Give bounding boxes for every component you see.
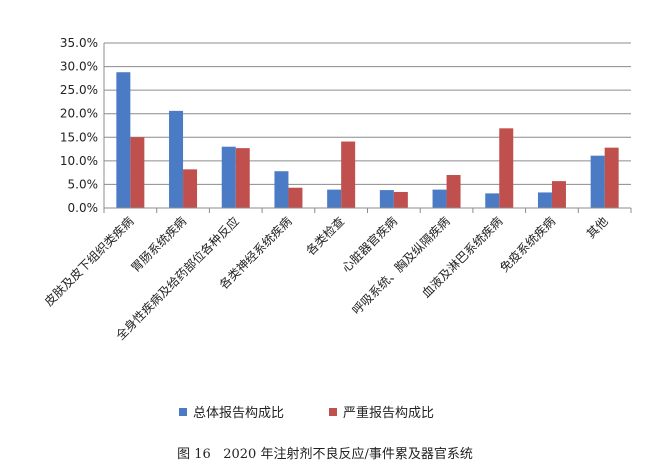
bar-serious [183, 169, 198, 208]
bar-total [537, 192, 552, 208]
legend-swatch-total [179, 408, 187, 416]
bar-serious [130, 137, 145, 208]
legend-label-total: 总体报告构成比 [193, 406, 284, 421]
bar-serious [551, 181, 566, 208]
bar-total [169, 110, 184, 208]
bar-total [221, 146, 236, 208]
y-axis-ticks: 0.0% 5.0% 10.0% 15.0% 20.0% 25.0% 30.0% 35.0% [60, 36, 98, 215]
bar-total [274, 171, 289, 208]
bar-total [327, 189, 342, 208]
y-tick-label: 35.0% [60, 36, 98, 50]
y-tick-label: 15.0% [60, 130, 98, 144]
x-tick-label: 各类检查 [303, 214, 348, 259]
bar-serious [446, 175, 461, 208]
y-tick-label: 5.0% [68, 177, 99, 191]
bar-total [485, 193, 500, 208]
bar-total [116, 72, 131, 208]
axes [103, 43, 632, 213]
bar-serious [393, 191, 408, 208]
bar-serious [499, 128, 514, 208]
bar-serious [604, 147, 619, 208]
bar-serious [288, 187, 303, 208]
bar-total [590, 155, 605, 208]
y-tick-label: 20.0% [60, 107, 98, 121]
bar-total [379, 190, 394, 208]
y-tick-label: 0.0% [68, 201, 99, 215]
figure-caption: 图 16 2020 年注射剂不良反应/事件累及器官系统 [177, 446, 473, 462]
y-tick-label: 30.0% [60, 60, 98, 74]
legend-label-serious: 严重报告构成比 [343, 405, 434, 421]
bars [116, 72, 619, 208]
bar-serious [235, 148, 250, 208]
x-tick-label: 呼吸系统、胸及纵隔疾病 [349, 214, 453, 318]
bar-total [432, 189, 447, 208]
x-tick-label: 免疫系统疾病 [497, 214, 559, 276]
bar-serious [341, 141, 356, 208]
x-tick-label: 其他 [584, 214, 611, 241]
y-tick-label: 25.0% [60, 83, 98, 97]
y-tick-label: 10.0% [60, 154, 98, 168]
legend: 总体报告构成比 严重报告构成比 [179, 405, 434, 421]
x-tick-label: 皮肤及皮下组织类疾病 [41, 214, 136, 309]
legend-swatch-serious [329, 408, 337, 416]
